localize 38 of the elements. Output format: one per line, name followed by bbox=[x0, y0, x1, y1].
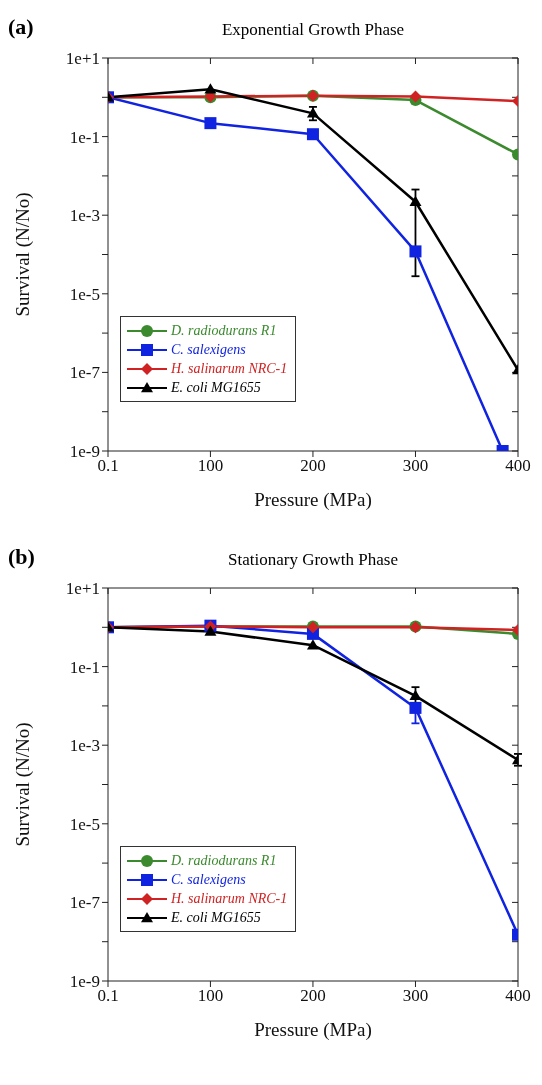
legend-label: D. radiodurans R1 bbox=[171, 322, 277, 339]
x-tick-label: 300 bbox=[402, 456, 429, 476]
y-tick-label: 1e-9 bbox=[69, 972, 100, 992]
y-tick-label: 1e-7 bbox=[69, 363, 101, 383]
chart-title: Exponential Growth Phase bbox=[220, 20, 406, 40]
x-axis-title: Pressure (MPa) bbox=[254, 489, 372, 511]
y-axis-title: Survival (N/No) bbox=[11, 192, 34, 317]
legend-label: D. radiodurans R1 bbox=[171, 852, 277, 869]
x-tick-label: 0.1 bbox=[97, 986, 119, 1006]
legend-label: C. salexigens bbox=[171, 341, 246, 358]
x-axis-title: Pressure (MPa) bbox=[254, 1019, 372, 1041]
x-tick-label: 100 bbox=[197, 986, 224, 1006]
y-tick-label: 1e+1 bbox=[65, 49, 100, 69]
chart-title: Stationary Growth Phase bbox=[227, 550, 399, 570]
x-tick-label: 300 bbox=[402, 986, 429, 1006]
x-tick-label: 200 bbox=[300, 986, 326, 1006]
y-axis-title: Survival (N/No) bbox=[11, 722, 34, 847]
legend-label: E. coli MG1655 bbox=[171, 379, 261, 396]
y-tick-label: 1e-9 bbox=[69, 442, 100, 462]
y-tick-label: 1e-5 bbox=[69, 814, 100, 834]
y-tick-label: 1e-3 bbox=[69, 736, 100, 756]
y-tick-label: 1e+1 bbox=[65, 579, 100, 599]
legend-label: H. salinarum NRC-1 bbox=[171, 360, 288, 377]
text: (b) bbox=[8, 544, 35, 570]
y-tick-label: 1e-1 bbox=[69, 657, 100, 677]
x-tick-label: 200 bbox=[300, 456, 326, 476]
legend-label: H. salinarum NRC-1 bbox=[171, 890, 288, 907]
x-tick-label: 100 bbox=[197, 456, 224, 476]
x-tick-label: 0.1 bbox=[97, 456, 119, 476]
y-tick-label: 1e-7 bbox=[69, 893, 101, 913]
x-tick-label: 400 bbox=[505, 986, 531, 1006]
y-tick-label: 1e-3 bbox=[69, 206, 100, 226]
y-tick-label: 1e-5 bbox=[69, 284, 100, 304]
text: (a) bbox=[8, 14, 34, 40]
legend-label: C. salexigens bbox=[171, 871, 246, 888]
x-tick-label: 400 bbox=[505, 456, 531, 476]
legend-label: E. coli MG1655 bbox=[171, 909, 261, 926]
y-tick-label: 1e-1 bbox=[69, 127, 100, 147]
